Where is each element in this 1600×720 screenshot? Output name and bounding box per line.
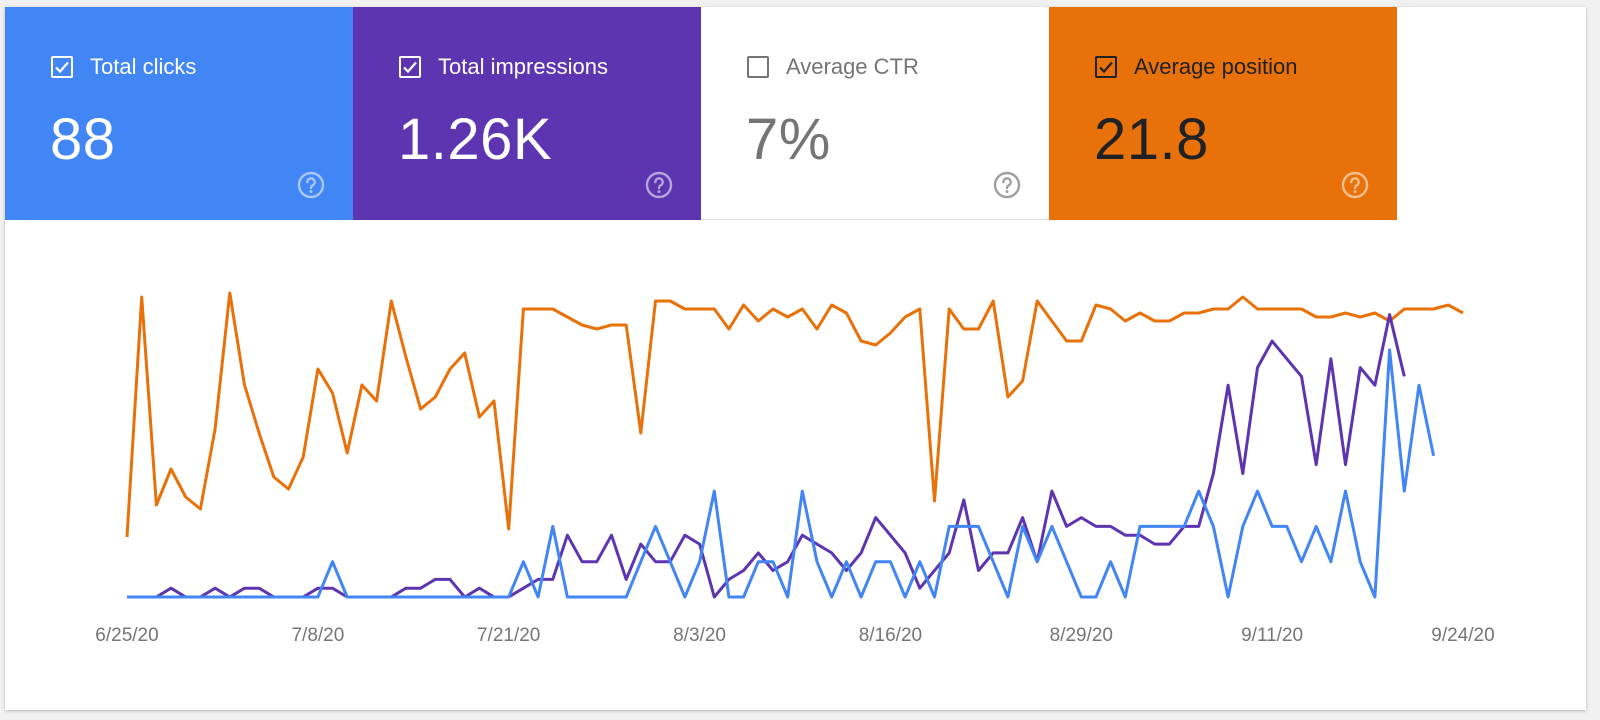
metric-label: Average CTR [786,54,919,79]
total-impressions-checkbox[interactable] [399,56,421,78]
x-tick-label: 7/21/20 [477,625,540,646]
average-position-checkbox[interactable] [1095,56,1117,78]
help-circle-icon[interactable] [645,171,673,199]
x-tick-label: 8/3/20 [673,625,726,646]
metric-tabs: Total clicks 88 Total impressions 1.26K [5,7,1397,220]
total-clicks-checkbox[interactable] [51,56,73,78]
metric-card-total-clicks[interactable]: Total clicks 88 [5,7,353,220]
help-circle-icon[interactable] [297,171,325,199]
help-circle-icon[interactable] [1341,171,1369,199]
check-icon [55,61,69,74]
series-line-total-impressions[interactable] [127,313,1406,599]
metric-label-row: Average position [1095,56,1298,78]
metric-label: Total clicks [90,54,197,79]
performance-chart[interactable]: 6/25/20 7/8/20 7/21/20 8/3/20 8/16/20 8/29/20… [5,7,1586,710]
x-tick-label: 8/29/20 [1050,625,1113,646]
metric-value: 21.8 [1094,107,1209,172]
performance-card: Total clicks 88 Total impressions 1.26K [5,7,1586,710]
metric-card-total-impressions[interactable]: Total impressions 1.26K [353,7,701,220]
metric-label-row: Total clicks [51,56,196,78]
x-tick-label: 8/16/20 [859,625,922,646]
series-line-total-clicks[interactable] [127,348,1436,599]
x-tick-label: 7/8/20 [291,625,344,646]
metric-label: Average position [1134,54,1298,79]
help-circle-icon[interactable] [993,171,1021,199]
check-icon [1099,61,1113,74]
metric-label: Total impressions [438,54,608,79]
metric-value: 1.26K [398,107,553,172]
check-icon [403,61,417,74]
series-line-average-position[interactable] [125,291,1464,538]
x-tick-label: 6/25/20 [95,625,158,646]
metric-value: 88 [50,107,116,172]
x-tick-label: 9/11/20 [1241,625,1303,646]
metric-label-row: Total impressions [399,56,608,78]
metric-card-average-ctr[interactable]: Average CTR 7% [701,7,1049,220]
metric-card-average-position[interactable]: Average position 21.8 [1049,7,1397,220]
metric-label-row: Average CTR [747,56,919,78]
metric-value: 7% [746,107,831,172]
average-ctr-checkbox[interactable] [747,56,769,78]
x-tick-label: 9/24/20 [1431,625,1494,646]
